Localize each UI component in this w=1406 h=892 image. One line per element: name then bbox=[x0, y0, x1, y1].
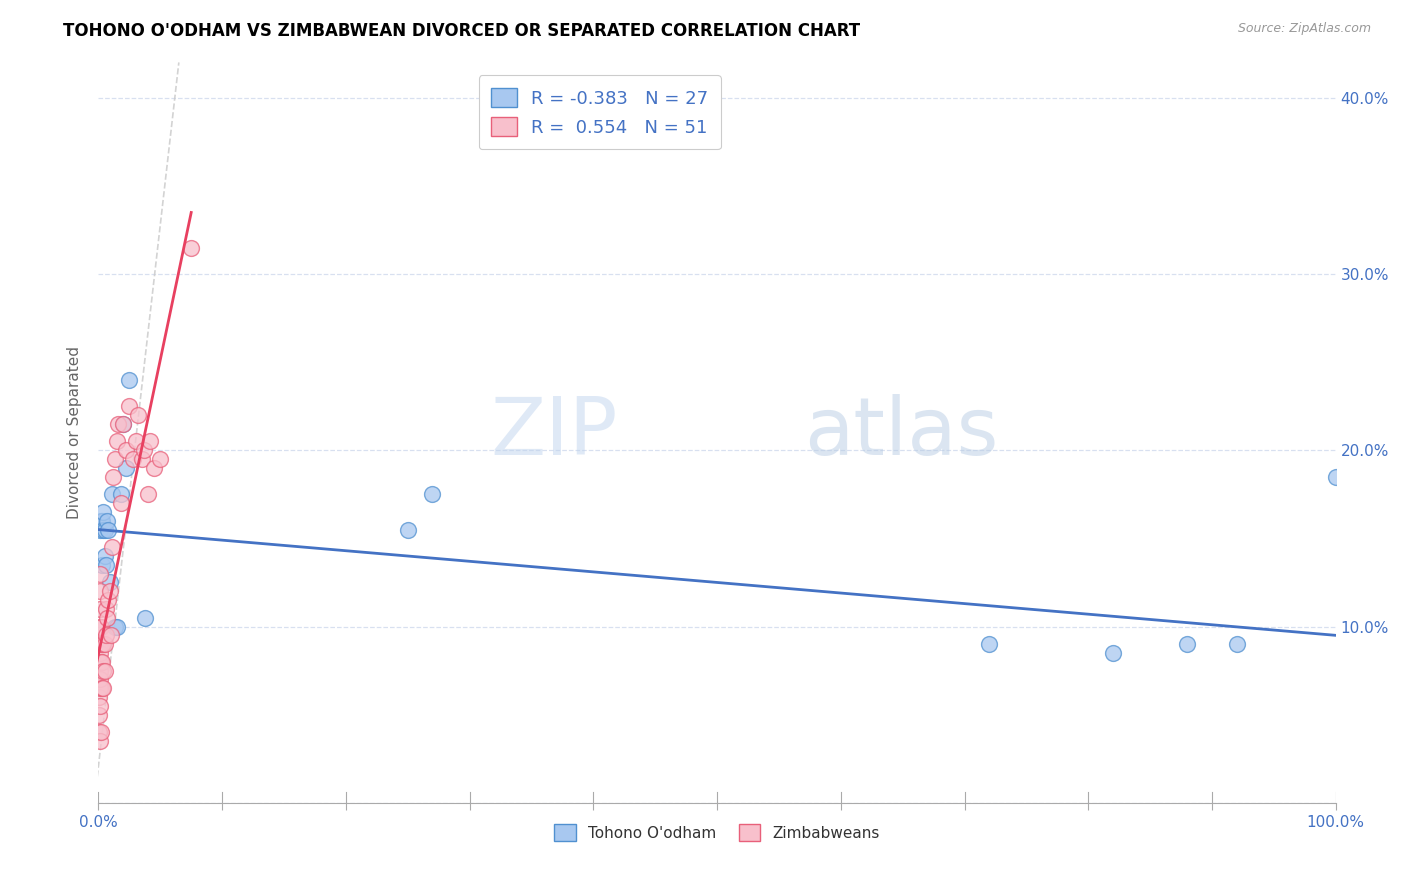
Point bbox=[422, 487, 444, 501]
Point bbox=[91, 664, 114, 678]
Point bbox=[101, 487, 124, 501]
Text: ZIP: ZIP bbox=[491, 393, 619, 472]
Point bbox=[112, 417, 135, 431]
Point bbox=[112, 417, 135, 431]
Point bbox=[89, 566, 111, 581]
Point bbox=[94, 602, 117, 616]
Point bbox=[103, 452, 125, 467]
Point bbox=[89, 698, 111, 713]
Point bbox=[93, 664, 115, 678]
Point bbox=[101, 540, 124, 554]
Point bbox=[89, 602, 111, 616]
Legend: Tohono O'odham, Zimbabweans: Tohono O'odham, Zimbabweans bbox=[548, 818, 886, 847]
Point bbox=[105, 434, 128, 449]
Point bbox=[97, 523, 120, 537]
Point bbox=[93, 523, 115, 537]
Point bbox=[93, 505, 115, 519]
Point bbox=[89, 523, 111, 537]
Text: atlas: atlas bbox=[804, 393, 998, 472]
Point bbox=[87, 655, 110, 669]
Point bbox=[87, 690, 110, 704]
Point bbox=[96, 610, 118, 624]
Point bbox=[1102, 646, 1125, 660]
Point bbox=[1175, 637, 1198, 651]
Text: TOHONO O'ODHAM VS ZIMBABWEAN DIVORCED OR SEPARATED CORRELATION CHART: TOHONO O'ODHAM VS ZIMBABWEAN DIVORCED OR… bbox=[63, 22, 860, 40]
Point bbox=[89, 707, 111, 722]
Point bbox=[110, 487, 132, 501]
Point bbox=[103, 619, 125, 633]
Point bbox=[118, 373, 141, 387]
Point bbox=[89, 734, 111, 748]
Text: Source: ZipAtlas.com: Source: ZipAtlas.com bbox=[1237, 22, 1371, 36]
Point bbox=[90, 619, 112, 633]
Point bbox=[87, 725, 110, 739]
Point bbox=[149, 452, 172, 467]
Point bbox=[979, 637, 1001, 651]
Point bbox=[131, 452, 153, 467]
Point bbox=[91, 514, 114, 528]
Point bbox=[89, 664, 111, 678]
Point bbox=[103, 469, 125, 483]
Point bbox=[97, 593, 120, 607]
Point bbox=[110, 496, 132, 510]
Point bbox=[134, 610, 156, 624]
Point bbox=[93, 637, 115, 651]
Point bbox=[1226, 637, 1249, 651]
Point bbox=[91, 558, 114, 572]
Point bbox=[91, 655, 114, 669]
Point bbox=[124, 434, 146, 449]
Y-axis label: Divorced or Separated: Divorced or Separated bbox=[67, 346, 83, 519]
Point bbox=[93, 681, 115, 696]
Point bbox=[89, 619, 111, 633]
Point bbox=[98, 575, 121, 590]
Point bbox=[90, 514, 112, 528]
Point bbox=[114, 461, 136, 475]
Point bbox=[396, 523, 419, 537]
Point bbox=[89, 681, 111, 696]
Point bbox=[90, 725, 112, 739]
Point bbox=[93, 637, 115, 651]
Point bbox=[93, 549, 115, 563]
Point bbox=[114, 443, 136, 458]
Point bbox=[98, 584, 121, 599]
Point bbox=[105, 619, 128, 633]
Point bbox=[1324, 469, 1347, 483]
Point bbox=[180, 240, 202, 255]
Point bbox=[139, 434, 162, 449]
Point bbox=[127, 408, 149, 422]
Point bbox=[89, 646, 111, 660]
Point bbox=[89, 637, 111, 651]
Point bbox=[134, 443, 156, 458]
Point bbox=[89, 673, 111, 687]
Point bbox=[89, 584, 111, 599]
Point bbox=[118, 399, 141, 413]
Point bbox=[94, 558, 117, 572]
Point bbox=[136, 487, 159, 501]
Point bbox=[94, 628, 117, 642]
Point bbox=[96, 514, 118, 528]
Point bbox=[107, 417, 129, 431]
Point bbox=[90, 637, 112, 651]
Point bbox=[91, 681, 114, 696]
Point bbox=[100, 628, 122, 642]
Point bbox=[90, 655, 112, 669]
Point bbox=[93, 523, 115, 537]
Point bbox=[122, 452, 145, 467]
Point bbox=[143, 461, 166, 475]
